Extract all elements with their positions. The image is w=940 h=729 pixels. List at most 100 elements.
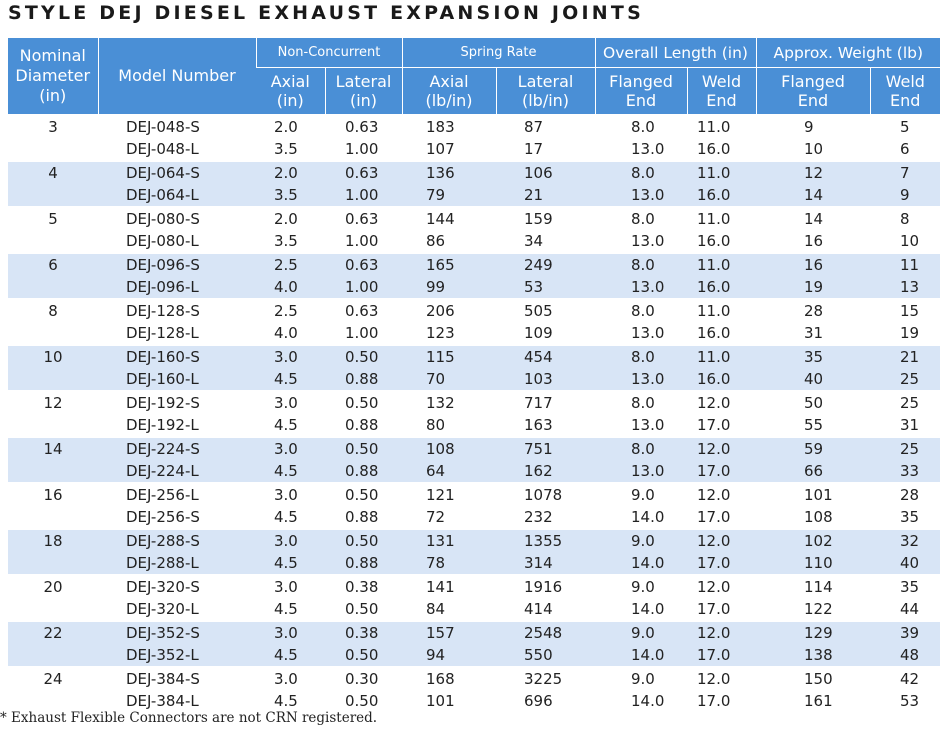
table-row: 24 DEJ-384-S 3.0 0.30 168 3225 9.0 12.0 150 42 [8, 666, 940, 712]
nominal-diameter-cell: 6 [8, 252, 98, 299]
w-flanged-cell: 12 [756, 160, 870, 184]
sr-axial-cell: 84 [426, 600, 446, 618]
w-weld-cell: 28 [870, 482, 940, 506]
table-row: DEJ-384-L 4.5 0.50 101 696 14.0 17.0 161 53 [8, 690, 940, 712]
table-row: DEJ-048-L 3.5 1.00 107 17 13.0 16.0 10 6 [8, 138, 940, 161]
sr-axial-cell: 168 [402, 666, 496, 690]
header-spring-rate: Spring Rate [401, 38, 595, 68]
model-number-cell: DEJ-224-S [98, 436, 256, 460]
w-flanged-cell: 16 [756, 252, 870, 276]
table-row: DEJ-224-L 4.5 0.88 64 162 13.0 17.0 66 33 [8, 460, 940, 483]
w-flanged-cell: 66 [756, 460, 870, 483]
nc-lateral-cell: 0.88 [345, 416, 379, 434]
w-weld-cell: 40 [870, 552, 940, 575]
w-flanged-cell: 50 [756, 390, 870, 414]
w-weld-cell: 35 [900, 508, 920, 526]
header-sr-lateral: Lateral (lb/in) [495, 67, 595, 115]
nominal-diameter-cell: 10 [8, 344, 98, 391]
ol-flanged-cell: 13.0 [595, 184, 687, 207]
ol-weld-cell: 11.0 [687, 252, 756, 276]
sr-lateral-cell: 249 [496, 252, 595, 276]
nc-axial-cell: 2.5 [256, 298, 325, 322]
table-row: DEJ-128-L 4.0 1.00 123 109 13.0 16.0 31 19 [8, 322, 940, 345]
w-weld-cell: 44 [900, 600, 920, 618]
nc-lateral-cell: 0.50 [325, 528, 402, 552]
nc-lateral-cell: 1.00 [325, 184, 402, 207]
w-flanged-cell: 28 [756, 298, 870, 322]
ol-weld-cell: 12.0 [687, 436, 756, 460]
header-non-concurrent: Non-Concurrent [255, 38, 402, 68]
sr-axial-cell: 101 [426, 692, 455, 710]
ol-flanged-cell: 8.0 [595, 436, 687, 460]
sr-axial-cell: 108 [402, 436, 496, 460]
nc-axial-cell: 4.5 [274, 600, 298, 618]
header-nc-axial: Axial (in) [256, 67, 325, 115]
nc-axial-cell: 3.0 [256, 436, 325, 460]
nominal-diameter-cell: 8 [8, 298, 98, 345]
nc-axial-cell: 3.0 [256, 574, 325, 598]
w-flanged-cell: 114 [756, 574, 870, 598]
sr-axial-cell: 206 [402, 298, 496, 322]
w-weld-cell: 13 [870, 276, 940, 299]
ol-flanged-cell: 14.0 [631, 692, 665, 710]
nc-axial-cell: 4.5 [274, 692, 298, 710]
model-number-cell: DEJ-064-L [98, 184, 256, 207]
table-row: DEJ-096-L 4.0 1.00 99 53 13.0 16.0 19 13 [8, 276, 940, 299]
model-number-cell: DEJ-048-S [98, 114, 256, 138]
sr-axial-cell: 86 [426, 232, 446, 250]
nominal-diameter-cell: 20 [8, 574, 98, 621]
ol-flanged-cell: 8.0 [595, 160, 687, 184]
sr-axial-cell: 107 [426, 140, 455, 158]
sr-axial-cell: 157 [402, 620, 496, 644]
ol-weld-cell: 11.0 [687, 114, 756, 138]
sr-axial-cell: 183 [402, 114, 496, 138]
sr-axial-cell: 144 [402, 206, 496, 230]
sr-lateral-cell: 414 [524, 600, 553, 618]
nc-lateral-cell: 0.63 [325, 252, 402, 276]
w-weld-cell: 48 [870, 644, 940, 667]
nc-axial-cell: 3.5 [274, 140, 298, 158]
table-row: 20 DEJ-320-S 3.0 0.38 141 1916 9.0 12.0 114 35 [8, 574, 940, 621]
w-flanged-cell: 14 [756, 206, 870, 230]
sr-lateral-cell: 87 [496, 114, 595, 138]
nc-axial-cell: 2.0 [256, 114, 325, 138]
nc-lateral-cell: 0.50 [325, 344, 402, 368]
nc-lateral-cell: 1.00 [345, 232, 379, 250]
sr-axial-cell: 99 [402, 276, 496, 299]
sr-axial-cell: 64 [402, 460, 496, 483]
ol-weld-cell: 16.0 [697, 324, 731, 342]
sr-axial-cell: 115 [402, 344, 496, 368]
sr-lateral-cell: 163 [524, 416, 553, 434]
ol-weld-cell: 12.0 [687, 666, 756, 690]
sr-axial-cell: 141 [402, 574, 496, 598]
nc-lateral-cell: 0.88 [325, 368, 402, 391]
sr-lateral-cell: 2548 [496, 620, 595, 644]
ol-weld-cell: 12.0 [687, 574, 756, 598]
model-number-cell: DEJ-128-L [126, 324, 199, 342]
sr-lateral-cell: 1355 [496, 528, 595, 552]
nominal-diameter-cell: 4 [8, 160, 98, 207]
w-weld-cell: 25 [870, 368, 940, 391]
ol-flanged-cell: 13.0 [631, 140, 665, 158]
model-number-cell: DEJ-320-S [98, 574, 256, 598]
sr-lateral-cell: 21 [496, 184, 595, 207]
w-flanged-cell: 10 [804, 140, 824, 158]
table-row: DEJ-064-L 3.5 1.00 79 21 13.0 16.0 14 9 [8, 184, 940, 207]
ol-flanged-cell: 13.0 [631, 324, 665, 342]
sr-axial-cell: 70 [402, 368, 496, 391]
w-weld-cell: 53 [900, 692, 920, 710]
ol-weld-cell: 16.0 [697, 140, 731, 158]
ol-weld-cell: 17.0 [697, 692, 731, 710]
model-number-cell: DEJ-192-S [98, 390, 256, 414]
w-weld-cell: 9 [870, 184, 940, 207]
spec-table: Nominal Diameter (in) Model Number Non-C… [8, 38, 940, 712]
nc-axial-cell: 4.5 [256, 644, 325, 667]
header-model-number: Model Number [97, 38, 256, 115]
table-row: 16 DEJ-256-L 3.0 0.50 121 1078 9.0 12.0 101 28 [8, 482, 940, 529]
w-weld-cell: 25 [870, 436, 940, 460]
w-weld-cell: 10 [900, 232, 920, 250]
ol-flanged-cell: 14.0 [595, 552, 687, 575]
w-flanged-cell: 102 [756, 528, 870, 552]
table-row: DEJ-080-L 3.5 1.00 86 34 13.0 16.0 16 10 [8, 230, 940, 253]
ol-weld-cell: 16.0 [687, 368, 756, 391]
